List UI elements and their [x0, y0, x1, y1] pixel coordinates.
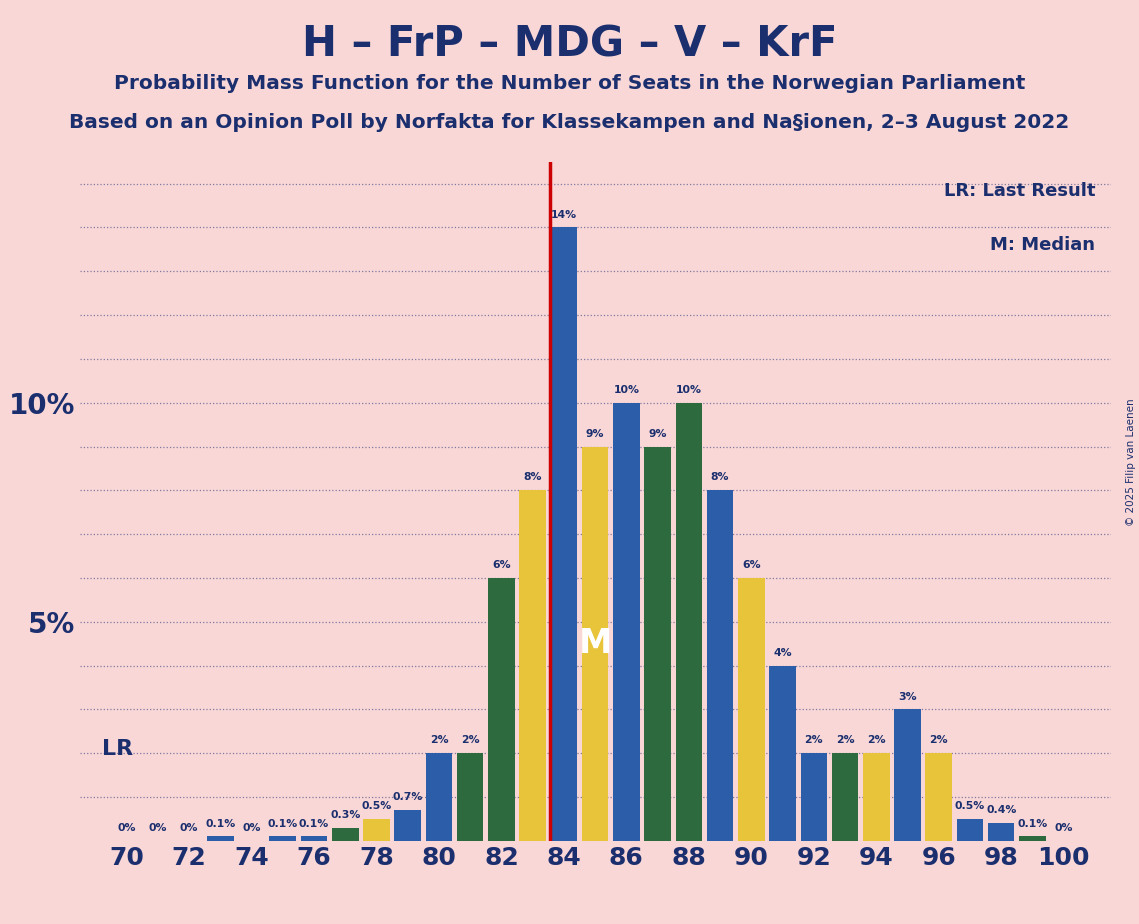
- Bar: [331, 828, 359, 841]
- Text: © 2025 Filip van Laenen: © 2025 Filip van Laenen: [1126, 398, 1136, 526]
- Text: 0.5%: 0.5%: [954, 801, 985, 811]
- Text: 0.5%: 0.5%: [361, 801, 392, 811]
- Text: 2%: 2%: [804, 736, 823, 746]
- Text: 0.1%: 0.1%: [1017, 819, 1048, 829]
- Bar: [426, 753, 452, 841]
- Bar: [675, 403, 702, 841]
- Bar: [550, 227, 577, 841]
- Bar: [457, 753, 483, 841]
- Bar: [394, 810, 421, 841]
- Bar: [270, 836, 296, 841]
- Text: H – FrP – MDG – V – KrF: H – FrP – MDG – V – KrF: [302, 23, 837, 65]
- Text: 14%: 14%: [551, 210, 577, 220]
- Text: 0.1%: 0.1%: [268, 819, 298, 829]
- Text: 2%: 2%: [929, 736, 948, 746]
- Text: 8%: 8%: [711, 472, 729, 482]
- Bar: [363, 819, 390, 841]
- Text: 0.3%: 0.3%: [330, 809, 360, 820]
- Text: 0.7%: 0.7%: [393, 792, 423, 802]
- Text: M: M: [579, 627, 612, 660]
- Text: 0%: 0%: [180, 823, 198, 833]
- Text: 0%: 0%: [148, 823, 167, 833]
- Bar: [707, 491, 734, 841]
- Bar: [738, 578, 764, 841]
- Bar: [769, 665, 796, 841]
- Text: 9%: 9%: [648, 429, 666, 439]
- Bar: [489, 578, 515, 841]
- Bar: [801, 753, 827, 841]
- Text: 10%: 10%: [675, 384, 702, 395]
- Text: Probability Mass Function for the Number of Seats in the Norwegian Parliament: Probability Mass Function for the Number…: [114, 74, 1025, 93]
- Text: 0.1%: 0.1%: [298, 819, 329, 829]
- Text: Based on an Opinion Poll by Norfakta for Klassekampen and Na§ionen, 2–3 August 2: Based on an Opinion Poll by Norfakta for…: [69, 113, 1070, 132]
- Bar: [582, 446, 608, 841]
- Text: 6%: 6%: [741, 560, 761, 570]
- Bar: [863, 753, 890, 841]
- Bar: [519, 491, 546, 841]
- Text: 4%: 4%: [773, 648, 792, 658]
- Text: 0%: 0%: [117, 823, 136, 833]
- Text: LR: LR: [101, 739, 133, 759]
- Text: 2%: 2%: [461, 736, 480, 746]
- Text: 0%: 0%: [1055, 823, 1073, 833]
- Text: 0%: 0%: [243, 823, 261, 833]
- Bar: [645, 446, 671, 841]
- Text: 2%: 2%: [836, 736, 854, 746]
- Bar: [613, 403, 640, 841]
- Bar: [957, 819, 983, 841]
- Bar: [831, 753, 859, 841]
- Text: 6%: 6%: [492, 560, 510, 570]
- Bar: [894, 710, 920, 841]
- Text: 3%: 3%: [899, 691, 917, 701]
- Bar: [1019, 836, 1046, 841]
- Bar: [926, 753, 952, 841]
- Text: 8%: 8%: [524, 472, 542, 482]
- Text: 0.4%: 0.4%: [986, 806, 1016, 815]
- Bar: [301, 836, 327, 841]
- Text: M: Median: M: Median: [990, 237, 1095, 254]
- Bar: [988, 823, 1015, 841]
- Text: 2%: 2%: [429, 736, 449, 746]
- Text: 10%: 10%: [614, 384, 639, 395]
- Text: 2%: 2%: [867, 736, 885, 746]
- Text: LR: Last Result: LR: Last Result: [943, 182, 1095, 201]
- Text: 0.1%: 0.1%: [205, 819, 236, 829]
- Bar: [207, 836, 233, 841]
- Text: 9%: 9%: [585, 429, 605, 439]
